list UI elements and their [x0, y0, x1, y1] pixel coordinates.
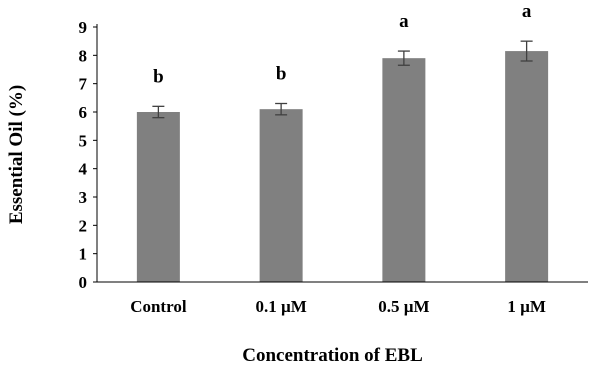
x-tick-label: 0.5 µM	[378, 297, 429, 316]
y-tick-label: 4	[79, 160, 88, 179]
x-tick-label: 0.1 µM	[255, 297, 306, 316]
y-tick-label: 3	[79, 188, 88, 207]
x-tick-label: 1 µM	[507, 297, 546, 316]
bar	[505, 51, 549, 283]
bar	[259, 109, 303, 283]
y-axis-title: Essential Oil (%)	[6, 85, 27, 224]
significance-letter: a	[522, 1, 532, 22]
y-tick-label: 6	[79, 103, 88, 122]
y-tick-label: 5	[79, 131, 88, 150]
bar	[382, 58, 426, 282]
significance-letter: b	[153, 66, 164, 87]
y-tick-label: 8	[79, 46, 88, 65]
y-tick-label: 1	[79, 245, 88, 264]
x-tick-label: Control	[130, 297, 187, 316]
y-tick-label: 9	[79, 18, 88, 37]
significance-letters: b b a a	[153, 1, 532, 87]
significance-letter: b	[276, 64, 287, 85]
y-tick-label: 2	[79, 216, 88, 235]
x-axis-title: Concentration of EBL	[242, 345, 423, 366]
x-axis-tick-labels: Control 0.1 µM 0.5 µM 1 µM	[130, 297, 546, 316]
error-bars	[152, 40, 533, 119]
y-tick-label: 0	[79, 273, 88, 292]
bars	[136, 51, 549, 283]
y-axis-ticks: 0 1 2 3 4 5 6 7 8 9	[79, 18, 97, 292]
significance-letter: a	[399, 11, 409, 32]
bar	[136, 112, 180, 282]
y-tick-label: 7	[79, 75, 88, 94]
